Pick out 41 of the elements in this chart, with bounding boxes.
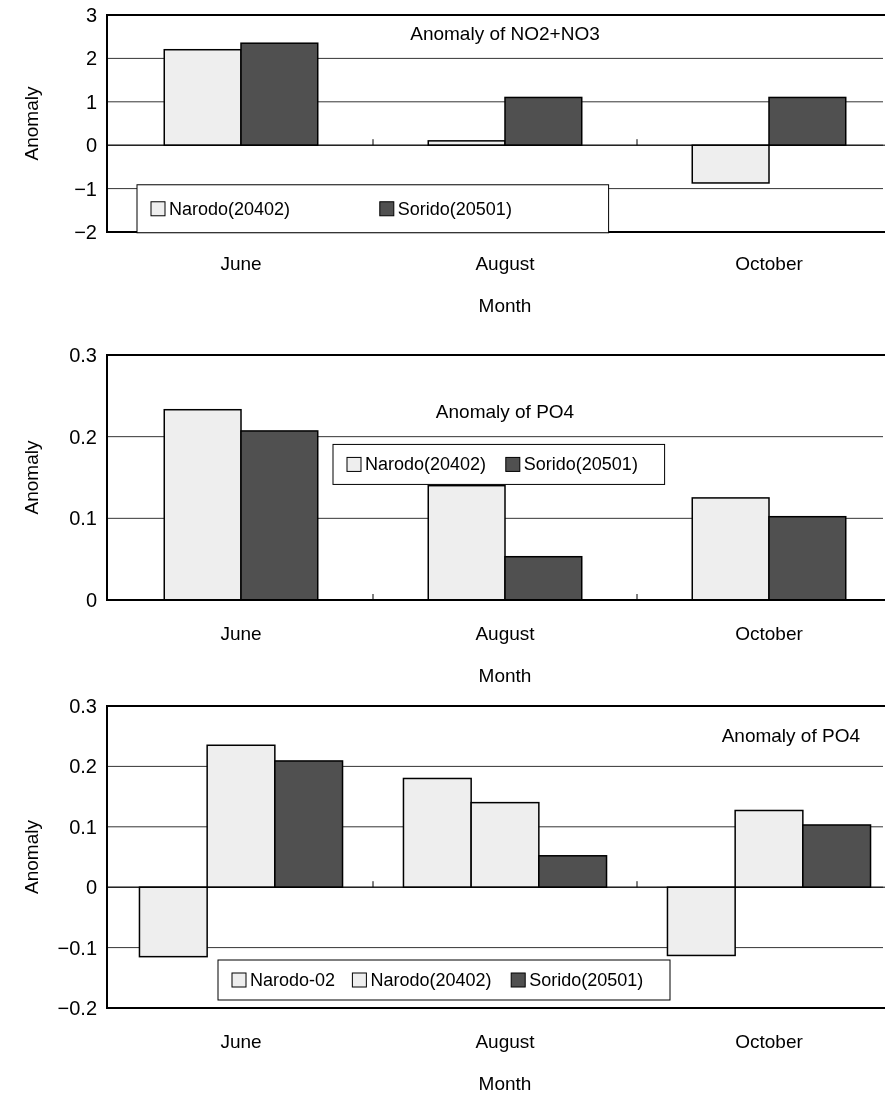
y-tick-label: 0.3 <box>69 695 97 717</box>
legend-label: Narodo-02 <box>250 970 336 990</box>
y-tick-label: 0.1 <box>69 507 97 530</box>
y-tick-label: 0.2 <box>69 755 97 778</box>
y-tick-label: −0.1 <box>57 936 97 959</box>
x-axis-title: Month <box>478 665 532 686</box>
x-tick-label: August <box>475 623 536 644</box>
text: Anomaly of PO4 <box>435 401 575 422</box>
legend-label: Narodo(20402) <box>169 198 291 219</box>
y-tick-label: −2 <box>74 221 97 243</box>
x-tick-label: June <box>220 1031 262 1052</box>
y-tick-label: 0 <box>85 876 97 899</box>
y-tick-label: 1 <box>85 90 97 113</box>
x-axis-title: Month <box>478 295 532 316</box>
y-axis-title: Anomaly <box>21 86 42 161</box>
x-tick-label: August <box>475 253 536 274</box>
x-tick-label: October <box>735 1031 804 1052</box>
x-axis-title: Month <box>478 1073 532 1094</box>
x-tick-label: October <box>735 623 804 644</box>
x-tick-label: June <box>220 623 262 644</box>
x-tick-label: October <box>735 253 804 274</box>
x-tick-label: August <box>475 1031 536 1052</box>
y-tick-label: −0.2 <box>57 997 97 1019</box>
legend-label: Sorido(20501) <box>523 454 638 475</box>
y-tick-label: 0.2 <box>69 425 97 448</box>
y-tick-label: 0 <box>85 134 97 157</box>
x-tick-label: June <box>220 253 262 274</box>
chart-title: Anomaly of NO2+NO3 <box>410 23 600 44</box>
y-tick-label: −1 <box>74 177 97 200</box>
y-tick-label: 0.3 <box>69 344 97 366</box>
legend-label: Narodo(20402) <box>370 970 492 990</box>
legend-label: Narodo(20402) <box>365 454 487 475</box>
legend-label: Sorido(20501) <box>529 970 644 990</box>
legend-label: Sorido(20501) <box>397 198 512 219</box>
y-tick-label: 0 <box>85 589 97 611</box>
y-tick-label: 0.1 <box>69 815 97 838</box>
y-tick-label: 3 <box>85 4 97 26</box>
y-tick-label: 2 <box>85 47 97 70</box>
y-axis-title: Anomaly <box>21 819 42 894</box>
y-axis-title: Anomaly <box>21 440 42 515</box>
text: Anomaly of PO4 <box>721 725 861 746</box>
